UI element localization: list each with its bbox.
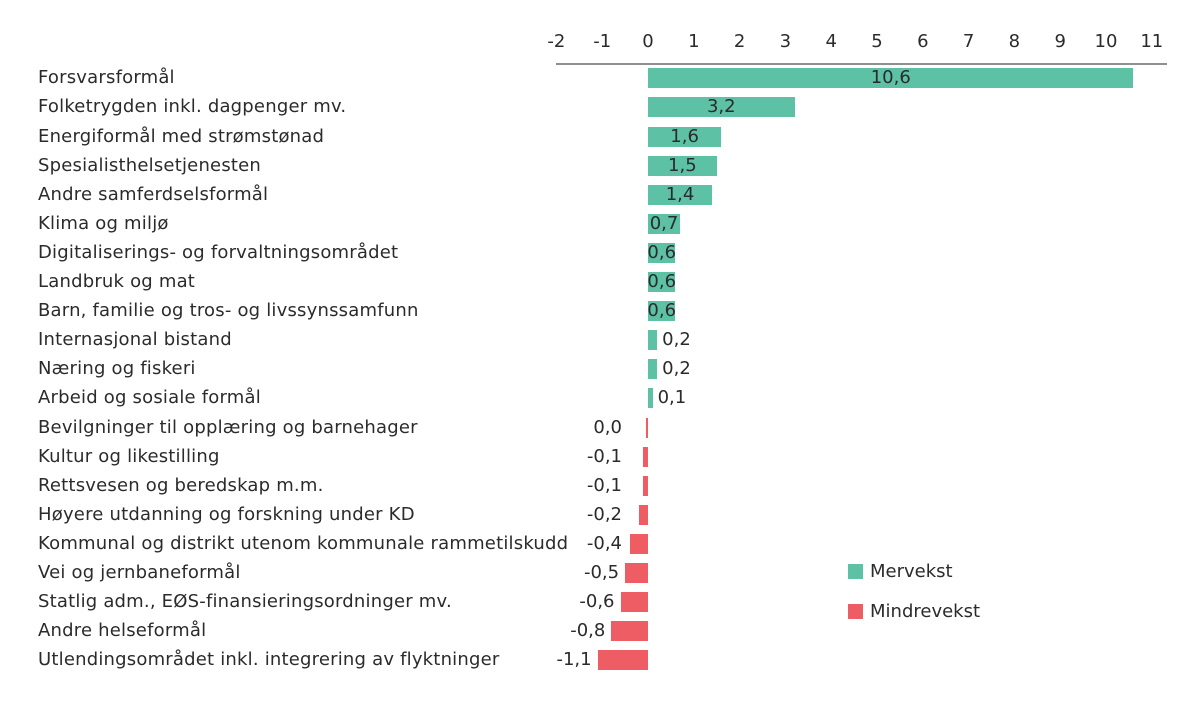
category-label: Andre samferdselsformål xyxy=(38,183,269,205)
value-label: -0,8 xyxy=(570,620,606,642)
bar-positive xyxy=(648,388,653,409)
value-label: 0,6 xyxy=(647,241,677,263)
category-label: Bevilgninger til opplæring og barnehager xyxy=(38,416,418,438)
x-axis-tick-label: 5 xyxy=(871,31,883,52)
category-label: Forsvarsformål xyxy=(38,67,175,89)
value-label: 0,0 xyxy=(593,416,622,438)
bar-negative xyxy=(597,650,648,671)
category-label: Rettsvesen og beredskap m.m. xyxy=(38,474,324,496)
legend: Mervekst Mindrevekst xyxy=(848,560,981,622)
category-label: Næring og fiskeri xyxy=(38,358,196,380)
value-label: -1,1 xyxy=(556,649,592,671)
bar-negative xyxy=(643,475,648,496)
bar-negative xyxy=(620,592,648,613)
legend-swatch-positive xyxy=(848,564,863,579)
bar-positive xyxy=(648,97,795,118)
x-axis-tick-label: 7 xyxy=(962,31,975,52)
x-axis-tick-label: 8 xyxy=(1008,31,1021,52)
value-label: 0,6 xyxy=(647,300,677,322)
value-label: -0,2 xyxy=(586,503,622,525)
bar-negative xyxy=(645,417,648,438)
value-label: 0,1 xyxy=(657,387,687,409)
bar-positive xyxy=(648,359,658,380)
category-label: Statlig adm., EØS-finansieringsordninger… xyxy=(38,591,452,613)
category-label: Høyere utdanning og forskning under KD xyxy=(38,503,415,525)
category-label: Energiformål med strømstønad xyxy=(38,125,325,147)
x-axis-tick-label: 2 xyxy=(733,31,746,52)
bar-positive xyxy=(648,126,722,147)
category-label: Kommunal og distrikt utenom kommunale ra… xyxy=(38,532,569,554)
value-label: 1,5 xyxy=(668,154,697,176)
category-label: Internasjonal bistand xyxy=(38,329,232,351)
bar-negative xyxy=(638,504,648,525)
bar-positive xyxy=(648,155,717,176)
x-axis-tick-label: 10 xyxy=(1094,31,1118,52)
value-label: -0,1 xyxy=(586,474,622,496)
category-label: Arbeid og sosiale formål xyxy=(38,387,261,409)
value-label: -0,4 xyxy=(586,532,622,554)
value-label: -0,5 xyxy=(583,562,620,583)
value-label: 1,6 xyxy=(670,125,699,147)
x-axis-tick-label: 3 xyxy=(779,31,792,52)
legend-label-mervekst: Mervekst xyxy=(870,560,953,582)
value-label: 1,4 xyxy=(665,183,695,205)
value-label: 0,7 xyxy=(649,212,679,234)
category-label: Klima og miljø xyxy=(38,212,169,234)
x-axis-tick-label: -2 xyxy=(547,31,566,52)
bar-positive xyxy=(648,301,676,322)
legend-swatch-negative xyxy=(848,604,863,619)
x-axis-tick-label: 9 xyxy=(1054,31,1066,52)
bar-positive xyxy=(648,272,676,292)
x-axis-tick-label: -1 xyxy=(593,31,612,52)
bar-negative xyxy=(629,533,648,554)
x-axis-tick-label: 1 xyxy=(688,31,700,52)
category-label: Landbruk og mat xyxy=(38,271,196,292)
bar-positive xyxy=(648,213,681,234)
legend-label-mindrevekst: Mindrevekst xyxy=(870,600,981,622)
category-label: Barn, familie og tros- og livssynssamfun… xyxy=(38,300,419,322)
category-label: Andre helseformål xyxy=(38,620,207,642)
legend-item-mindrevekst: Mindrevekst xyxy=(848,600,981,622)
bar-positive xyxy=(648,242,676,263)
value-label: 0,2 xyxy=(662,358,691,380)
bar-negative xyxy=(611,621,648,642)
x-axis-tick-label: 4 xyxy=(825,31,837,52)
category-label: Kultur og likestilling xyxy=(38,445,220,467)
category-label: Utlendingsområdet inkl. integrering av f… xyxy=(38,649,500,671)
value-label: -0,6 xyxy=(579,591,615,613)
category-label: Folketrygden inkl. dagpenger mv. xyxy=(38,96,347,118)
value-label: 0,2 xyxy=(662,329,691,351)
value-label: 10,6 xyxy=(870,67,911,89)
x-axis-tick-label: 11 xyxy=(1140,31,1164,52)
bar-positive xyxy=(648,68,1134,89)
category-label: Digitaliserings- og forvaltningsområdet xyxy=(38,241,399,263)
bar-positive xyxy=(648,184,713,205)
legend-item-mervekst: Mervekst xyxy=(848,560,980,582)
value-label: 0,6 xyxy=(647,271,677,292)
bar-negative xyxy=(643,446,648,467)
value-label: -0,1 xyxy=(586,445,622,467)
x-axis-tick-label: 6 xyxy=(917,31,929,52)
x-axis-line xyxy=(556,63,1167,65)
bar-negative xyxy=(625,563,648,583)
bar-positive xyxy=(648,330,658,351)
category-label: Vei og jernbaneformål xyxy=(38,562,241,583)
value-label: 3,2 xyxy=(706,96,736,118)
category-label: Spesialisthelsetjenesten xyxy=(38,154,262,176)
x-axis-tick-label: 0 xyxy=(642,31,654,52)
